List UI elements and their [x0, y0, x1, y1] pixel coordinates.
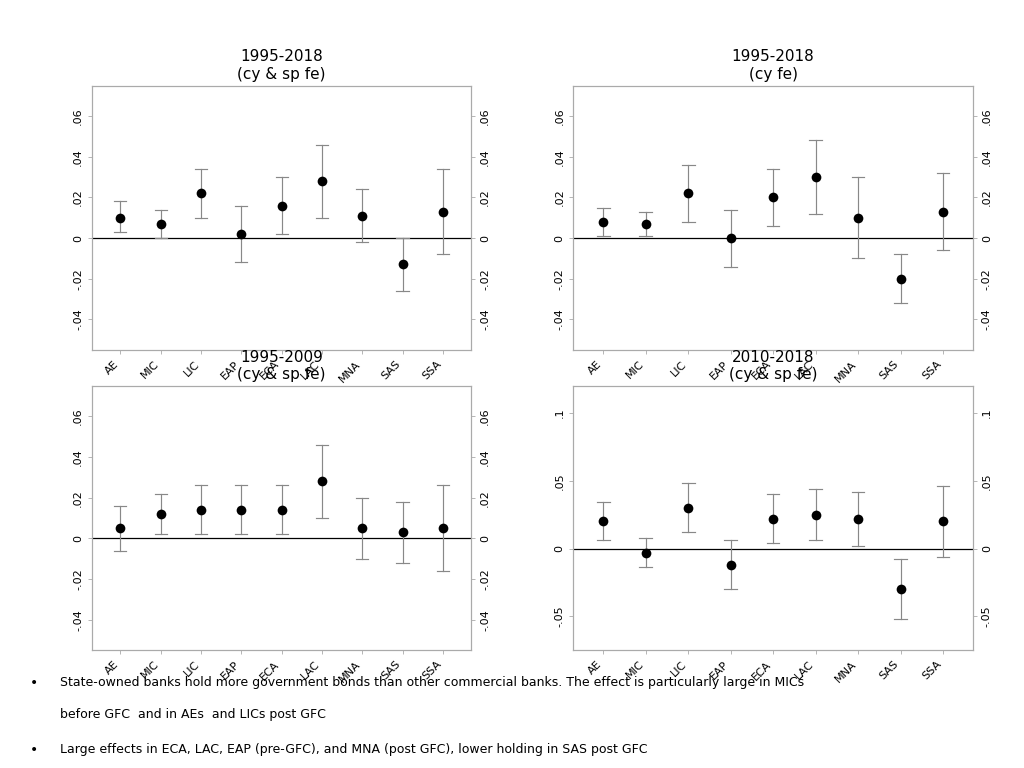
Text: before GFC  and in AEs  and LICs post GFC: before GFC and in AEs and LICs post GFC [59, 708, 326, 721]
Title: 1995-2018
(cy & sp fe): 1995-2018 (cy & sp fe) [238, 49, 326, 81]
Text: •: • [31, 743, 39, 757]
Text: Large effects in ECA, LAC, EAP (pre-GFC), and MNA (post GFC), lower holding in S: Large effects in ECA, LAC, EAP (pre-GFC)… [59, 743, 647, 756]
Title: 1995-2009
(cy & sp fe): 1995-2009 (cy & sp fe) [238, 349, 326, 382]
Title: 1995-2018
(cy fe): 1995-2018 (cy fe) [732, 49, 814, 81]
Text: •: • [31, 676, 39, 690]
Text: State-owned banks hold more government bonds than other commercial banks. The ef: State-owned banks hold more government b… [59, 676, 804, 689]
Text: Lending to the government (govt bonds/assets): Lending to the government (govt bonds/as… [18, 22, 768, 49]
Title: 2010-2018
(cy & sp fe): 2010-2018 (cy & sp fe) [729, 349, 817, 382]
